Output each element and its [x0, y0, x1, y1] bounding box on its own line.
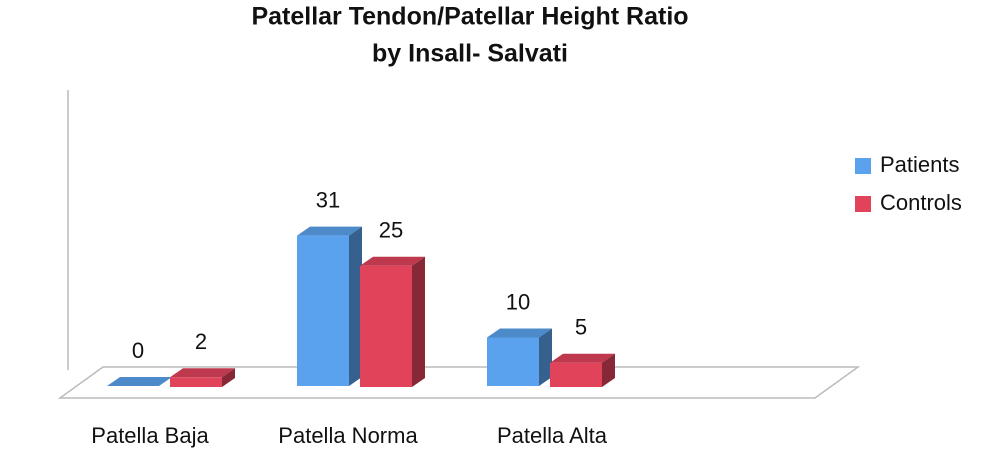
- data-label: 5: [575, 315, 587, 340]
- legend-swatch: [855, 196, 871, 212]
- chart-title: by Insall- Salvati: [372, 40, 568, 68]
- bar-top: [360, 256, 425, 266]
- x-tick-label: Patella Norma: [278, 423, 418, 448]
- bar-top: [170, 368, 235, 378]
- bar-side: [222, 368, 235, 387]
- bar-top: [297, 226, 362, 236]
- data-label: 0: [132, 338, 144, 363]
- x-tick-label: Patella Alta: [497, 423, 608, 448]
- bar-front: [550, 362, 602, 387]
- bar-front: [360, 265, 412, 387]
- data-label: 31: [316, 187, 340, 212]
- data-label: 2: [195, 329, 207, 354]
- floor: [57, 366, 861, 399]
- bar-front: [170, 377, 222, 387]
- legend-label: Controls: [880, 190, 962, 215]
- bar-top: [107, 377, 172, 386]
- data-label: 10: [506, 289, 530, 314]
- legend-label: Patients: [880, 152, 960, 177]
- bar-top: [487, 328, 552, 338]
- chart-title: Patellar Tendon/Patellar Height Ratio: [251, 3, 688, 31]
- legend-swatch: [855, 158, 871, 174]
- bar-side: [602, 353, 615, 387]
- x-tick-label: Patella Baja: [91, 423, 209, 448]
- bar-front: [297, 235, 349, 386]
- bar-side: [349, 226, 362, 386]
- bar-front: [487, 337, 539, 386]
- bar-side: [412, 256, 425, 387]
- bar-top: [550, 353, 615, 363]
- data-label: 25: [379, 218, 403, 243]
- bar-side: [539, 328, 552, 386]
